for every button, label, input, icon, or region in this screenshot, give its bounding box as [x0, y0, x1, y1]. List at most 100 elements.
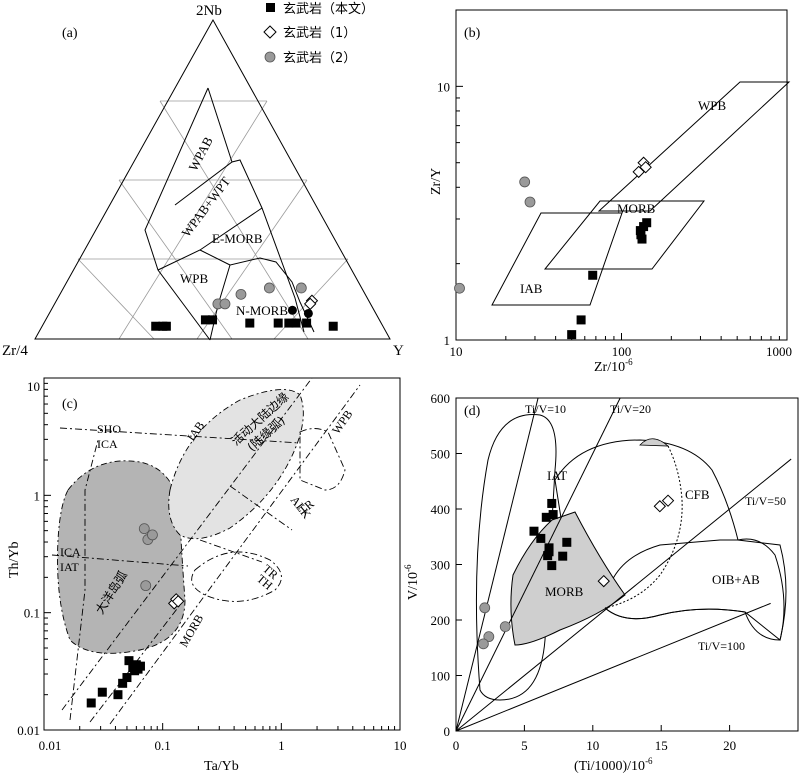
field-wpb-polygon [597, 81, 791, 212]
legend-item-2: 玄武岩（1） [283, 26, 356, 41]
field-wpab: WPAB [185, 134, 215, 173]
legend: 玄武岩（本文） 玄武岩（1） 玄武岩（2） [263, 2, 374, 66]
panel-c-frame [43, 377, 401, 731]
legend-circle-icon [264, 51, 276, 63]
legend-item-1: 玄武岩（本文） [283, 2, 374, 17]
data-point [113, 690, 123, 700]
field-wpb-c: WPB [329, 407, 355, 436]
field-sho: SHO [97, 422, 121, 436]
field-wpab-wpt: WPAB+WPT [178, 174, 233, 240]
field-cfb-top-patch [639, 438, 670, 447]
panel-c-xlabel: Ta/Yb [204, 759, 239, 774]
data-point [483, 631, 495, 643]
tick-label: 20 [723, 738, 736, 753]
apex-right-label: Y [393, 343, 404, 359]
field-iat-d [475, 414, 557, 701]
panel-b-label: (b) [464, 26, 481, 41]
data-point [151, 321, 161, 331]
data-point [302, 318, 312, 328]
legend-diamond-icon [263, 25, 277, 39]
data-point [541, 512, 551, 522]
data-point [519, 176, 531, 188]
data-point [140, 580, 152, 592]
tick-label: 1 [444, 333, 451, 348]
field-morb-b: MORB [617, 201, 656, 216]
ratio-line [455, 397, 621, 732]
panel-b-frame [455, 9, 788, 341]
panel-c-points [86, 523, 185, 708]
field-active-margin [168, 389, 304, 540]
panel-d-label: (d) [464, 404, 481, 419]
data-point [219, 298, 231, 310]
data-point [661, 494, 675, 507]
field-ica-left: ICA [60, 545, 81, 559]
panel-a-points [151, 282, 338, 331]
ratio-line [455, 602, 771, 732]
data-point [524, 196, 536, 208]
field-iab-polygon [491, 212, 623, 306]
field-wpb-a: WPB [180, 271, 209, 286]
data-point [636, 230, 646, 240]
panel-c-ylabel: Th/Yb [7, 541, 22, 578]
data-point [454, 282, 465, 294]
data-point [138, 523, 150, 535]
data-point [548, 510, 558, 520]
data-point [544, 543, 554, 553]
ratio-label-10: Ti/V=10 [525, 402, 566, 416]
field-iat-label: IAT [547, 468, 567, 483]
ratio-label-100: Ti/V=100 [698, 639, 745, 653]
data-point [158, 321, 168, 331]
field-emorb: E-MORB [212, 231, 263, 246]
data-point [653, 500, 667, 513]
ti-v-ratio-lines [455, 397, 792, 732]
data-point [562, 537, 572, 547]
data-point [567, 330, 577, 340]
legend-item-3: 玄武岩（2） [283, 51, 356, 66]
data-point [86, 698, 96, 708]
tick-label: 400 [431, 502, 451, 517]
tick-label: 15 [655, 738, 668, 753]
panel-d-frame [455, 397, 799, 732]
data-point [543, 551, 553, 561]
field-iat-left: IAT [60, 560, 79, 574]
tick-label: 10 [450, 344, 463, 359]
tick-label: 0.1 [155, 738, 171, 753]
field-wpb-b: WPB [698, 98, 727, 113]
data-point [597, 574, 610, 588]
apex-left-label: Zr/4 [2, 343, 28, 359]
panel-b-points [454, 156, 652, 340]
data-point [200, 315, 210, 325]
data-point [328, 321, 338, 331]
tick-label: 10 [437, 79, 450, 94]
data-point [171, 595, 185, 608]
data-point [291, 318, 301, 328]
data-point [588, 270, 598, 280]
panel-b-ylabel: Zr/Y [429, 168, 444, 195]
field-oceanic-arc [57, 460, 186, 654]
data-point [97, 687, 107, 697]
panel-d-xlabel: (Ti/1000)/10-6 [574, 756, 653, 774]
data-point [558, 551, 568, 561]
field-iab-b: IAB [520, 281, 543, 296]
data-point [118, 678, 128, 688]
field-morb-label: MORB [545, 584, 584, 599]
tick-label: 1 [278, 738, 285, 753]
panel-d-ylabel: V/10-6 [403, 564, 421, 600]
tick-label: 0.01 [17, 723, 40, 738]
tick-label: 600 [431, 391, 451, 406]
tick-label: 0.1 [24, 606, 40, 621]
data-point [547, 561, 557, 571]
panel-c-ticks: 0.010.01 0.1 0.1 1 1 10 10 [17, 379, 406, 753]
data-point [208, 315, 218, 325]
field-morb-d [510, 511, 626, 646]
tick-label: 10 [27, 379, 40, 394]
tick-label: 0 [453, 738, 460, 753]
tick-label: 100 [612, 344, 632, 359]
field-oib-label: OIB+AB [712, 572, 760, 587]
